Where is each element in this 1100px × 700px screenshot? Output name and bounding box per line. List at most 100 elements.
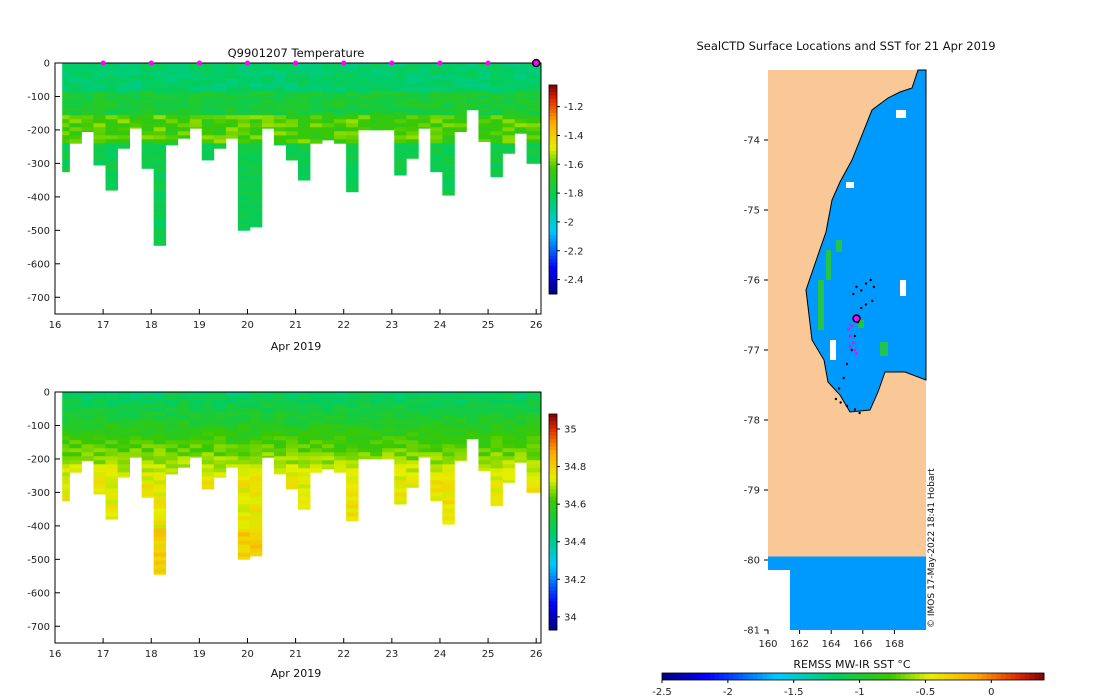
- profile-cell: [442, 151, 455, 156]
- profile-cell: [201, 155, 215, 160]
- profile-cell: [81, 127, 94, 132]
- profile-cell: [394, 400, 407, 405]
- colorbar-segment: [549, 428, 557, 433]
- colorbar-segment: [549, 482, 557, 487]
- sst-colorbar-segment: [685, 673, 692, 680]
- profile-cell: [285, 464, 299, 469]
- profile-cell: [346, 155, 359, 160]
- profile-cell: [141, 480, 155, 485]
- profile-cell: [165, 452, 179, 457]
- profile-cell: [249, 416, 263, 421]
- profile-cell: [105, 492, 118, 497]
- profile-cell: [298, 440, 311, 445]
- profile-cell: [310, 115, 323, 120]
- profile-cell: [454, 75, 467, 80]
- profile-cell: [237, 480, 251, 485]
- colorbar-segment: [549, 217, 557, 222]
- profile-cell: [261, 392, 275, 397]
- profile-cell: [201, 99, 215, 104]
- profile-cell: [249, 95, 263, 100]
- profile-cell: [346, 512, 359, 517]
- profile-cell: [322, 75, 335, 80]
- profile-cell: [261, 432, 275, 437]
- profile-cell: [285, 75, 299, 80]
- recent-track-point: [851, 341, 855, 345]
- profile-cell: [502, 147, 515, 152]
- profile-cell: [322, 63, 335, 68]
- sst-colorbar-segment: [924, 673, 930, 680]
- profile-cell: [430, 500, 443, 502]
- profile-cell: [430, 440, 443, 445]
- profile-cell: [249, 195, 263, 200]
- profile-cell: [370, 79, 383, 84]
- profile-cell: [153, 504, 167, 509]
- profile-cell: [394, 83, 407, 88]
- profile-cell: [249, 159, 263, 164]
- profile-cell: [237, 147, 251, 152]
- profile-cell: [526, 440, 542, 445]
- sst-colorbar-segment: [790, 673, 797, 680]
- profile-cell: [310, 71, 323, 76]
- track-point: [842, 376, 846, 380]
- profile-cell: [201, 79, 215, 84]
- profile-cell: [322, 412, 335, 417]
- profile-cell: [490, 488, 503, 493]
- profile-cell: [237, 488, 251, 493]
- profile-cell: [165, 424, 179, 429]
- profile-cell: [225, 404, 239, 409]
- profile-cell: [261, 111, 275, 116]
- profile-cell: [406, 63, 419, 68]
- profile-cell: [153, 131, 167, 136]
- profile-cell: [177, 119, 191, 124]
- profile-cell: [394, 131, 407, 136]
- profile-cell: [201, 416, 215, 421]
- profile-cell: [153, 143, 167, 148]
- profile-cell: [69, 63, 82, 68]
- colorbar-segment: [549, 234, 557, 239]
- profile-cell: [322, 135, 335, 140]
- sst-colorbar-segment: [814, 673, 821, 680]
- profile-cell: [298, 416, 311, 421]
- profile-cell: [358, 428, 371, 433]
- colorbar-segment: [549, 536, 557, 541]
- track-point: [855, 285, 858, 289]
- profile-cell: [273, 87, 287, 92]
- profile-cell: [310, 103, 323, 108]
- colorbar-segment: [549, 460, 557, 465]
- profile-cell: [322, 139, 335, 141]
- profile-cell: [225, 448, 239, 453]
- salinity-xlabel: Apr 2019: [271, 667, 322, 680]
- profile-cell: [514, 400, 527, 405]
- profile-cell: [430, 143, 443, 148]
- profile-cell: [273, 95, 287, 100]
- profile-cell: [105, 107, 118, 112]
- profile-cell: [213, 428, 227, 433]
- profile-cell: [141, 432, 155, 437]
- profile-cell: [490, 127, 503, 132]
- profile-cell: [454, 460, 467, 462]
- colorbar-segment: [549, 500, 557, 505]
- profile-cell: [249, 492, 263, 497]
- profile-cell: [454, 436, 467, 441]
- profile-cell: [249, 123, 263, 128]
- profile-cell: [514, 123, 527, 128]
- profile-cell: [153, 91, 167, 96]
- profile-cell: [249, 135, 263, 140]
- profile-cell: [249, 223, 263, 228]
- profile-cell: [298, 436, 311, 441]
- profile-cell: [129, 428, 143, 433]
- profile-cell: [430, 420, 443, 425]
- profile-cell: [442, 392, 455, 397]
- profile-cell: [189, 412, 203, 417]
- profile-cell: [418, 71, 431, 76]
- profile-cell: [490, 432, 503, 437]
- profile-cell: [406, 111, 419, 116]
- profile-cell: [442, 416, 455, 421]
- profile-cell: [490, 452, 503, 457]
- profile-cell: [165, 103, 179, 108]
- profile-cell: [69, 432, 82, 437]
- profile-cell: [358, 63, 371, 68]
- profile-cell: [382, 103, 395, 108]
- profile-cell: [370, 75, 383, 80]
- profile-cell: [117, 444, 130, 449]
